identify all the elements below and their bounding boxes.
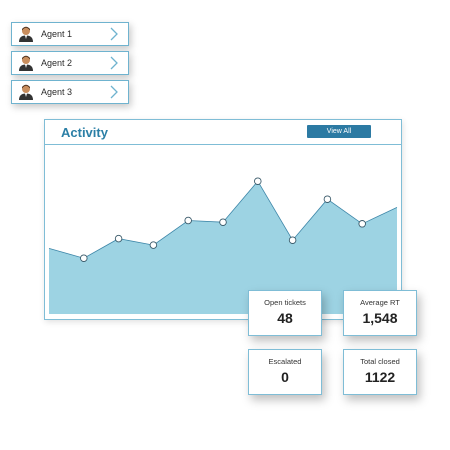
chart-point [114,234,123,243]
stat-card-total-closed: Total closed 1122 [343,349,417,395]
user-icon [19,84,33,100]
agent-label: Agent 2 [41,58,73,68]
chart-point [358,220,366,228]
agent-label: Agent 1 [41,29,73,39]
stat-label: Average RT [360,298,400,307]
stat-card-average-rt: Average RT 1,548 [343,290,417,336]
stat-value: 1,548 [362,310,398,326]
chart-point [219,218,227,226]
chart-point [80,254,88,262]
stat-card-escalated: Escalated 0 [248,349,322,395]
chart-point [288,236,297,244]
stat-value: 1122 [364,369,396,385]
chevron-right-icon[interactable] [109,56,119,70]
agent-label: Agent 3 [41,87,73,97]
stat-value: 0 [281,369,289,385]
stat-label: Open tickets [264,298,306,307]
stat-label: Escalated [268,357,302,366]
stat-label: Total closed [360,357,400,366]
stat-value: 48 [277,310,293,326]
chevron-right-icon[interactable] [109,85,119,99]
activity-card: Activity View All [44,119,402,320]
view-all-button[interactable]: View All [307,125,371,138]
agent-item-3[interactable]: Agent 3 [11,80,129,104]
chart-point [184,216,192,225]
agent-item-2[interactable]: Agent 2 [11,51,129,75]
activity-chart [48,177,398,314]
stat-card-open-tickets: Open tickets 48 [248,290,322,336]
agent-item-1[interactable]: Agent 1 [11,22,129,46]
chart-area [49,181,397,314]
chevron-right-icon[interactable] [109,27,119,41]
chart-point [254,177,262,185]
chart-point [149,241,158,249]
activity-title: Activity [61,125,108,140]
header-divider [45,144,401,145]
user-icon [19,26,33,42]
user-icon [19,55,33,71]
chart-point [323,195,332,203]
